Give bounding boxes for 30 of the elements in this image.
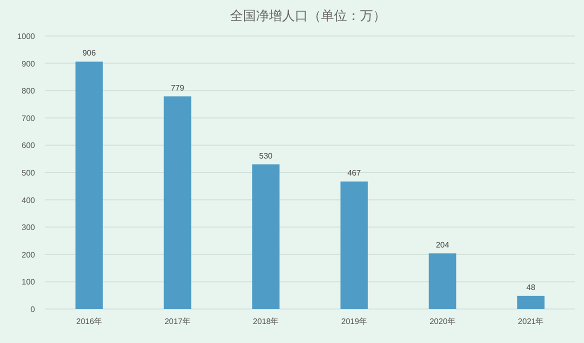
data-label: 530 — [259, 151, 274, 160]
y-tick-label: 400 — [22, 196, 36, 205]
x-tick-label: 2021年 — [518, 317, 544, 326]
x-tick-label: 2017年 — [164, 317, 190, 326]
y-tick-label: 800 — [22, 86, 36, 96]
data-label: 48 — [526, 282, 536, 292]
bar — [428, 253, 456, 309]
x-tick-label: 2018年 — [252, 317, 279, 326]
data-label: 779 — [170, 83, 185, 92]
y-tick-label: 100 — [22, 278, 36, 287]
bar — [517, 296, 545, 309]
chart-title: 全国净增人口（单位：万） — [230, 8, 386, 23]
y-tick-label: 200 — [22, 250, 36, 260]
y-tick-label: 1000 — [17, 32, 36, 41]
bar — [340, 182, 368, 309]
bar — [75, 62, 103, 309]
x-tick-label: 2016年 — [76, 317, 102, 326]
data-label: 204 — [436, 240, 450, 250]
bar — [164, 96, 192, 309]
x-tick-label: 2019年 — [341, 317, 368, 326]
y-tick-label: 300 — [22, 223, 36, 232]
data-label: 906 — [82, 48, 96, 58]
y-tick-label: 0 — [30, 305, 36, 314]
y-tick-label: 700 — [22, 114, 36, 123]
bar — [252, 164, 280, 309]
y-tick-label: 600 — [22, 141, 36, 150]
y-tick-label: 500 — [22, 168, 36, 178]
y-tick-label: 900 — [22, 59, 36, 68]
x-tick-label: 2020年 — [430, 317, 456, 326]
data-label: 467 — [347, 168, 362, 178]
